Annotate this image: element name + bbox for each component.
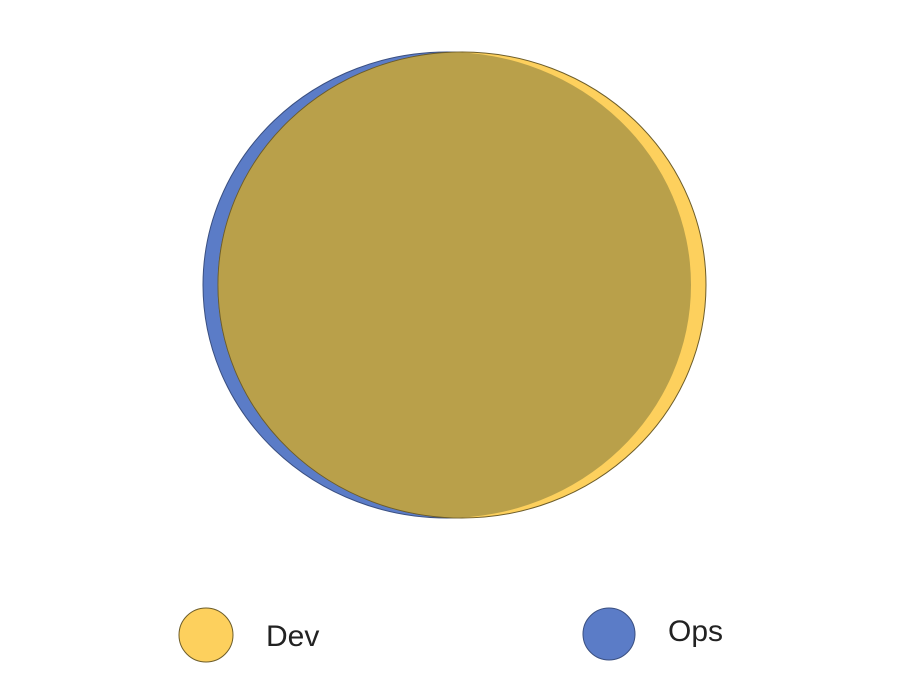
overlap-outline (217, 52, 691, 518)
overlap (218, 52, 691, 518)
legend-label: Dev (266, 620, 319, 653)
legend-label: Ops (668, 615, 723, 648)
legend-swatch (582, 607, 636, 661)
legend-swatch (178, 607, 234, 663)
legend: Dev Ops (178, 607, 723, 663)
